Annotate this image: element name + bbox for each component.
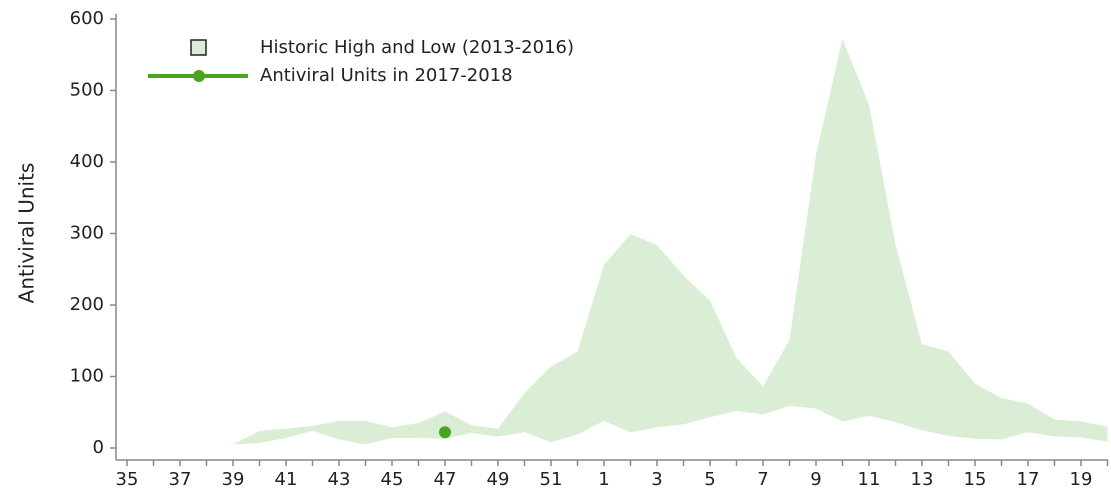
x-tick-label: 3 — [651, 469, 662, 490]
x-tick-label: 41 — [275, 469, 298, 490]
x-tick-label: 17 — [1017, 469, 1040, 490]
legend-dot — [193, 70, 205, 82]
legend-label: Historic High and Low (2013-2016) — [260, 37, 574, 58]
x-tick-label: 19 — [1070, 469, 1093, 490]
x-tick-label: 43 — [328, 469, 351, 490]
y-tick-label: 100 — [70, 366, 104, 387]
y-tick-label: 500 — [70, 80, 104, 101]
x-tick-label: 47 — [434, 469, 457, 490]
x-tick-label: 1 — [598, 469, 609, 490]
y-tick-label: 400 — [70, 151, 104, 172]
legend-swatch — [190, 39, 207, 56]
x-tick-label: 37 — [169, 469, 192, 490]
y-tick-label: 600 — [70, 8, 104, 29]
x-tick-label: 49 — [487, 469, 510, 490]
range-band — [233, 39, 1108, 445]
x-tick-label: 9 — [810, 469, 821, 490]
x-tick-label: 5 — [704, 469, 715, 490]
x-tick-label: 11 — [858, 469, 881, 490]
x-tick-label: 13 — [911, 469, 934, 490]
x-tick-label: 35 — [116, 469, 139, 490]
y-axis-label: Antiviral Units — [15, 163, 39, 304]
x-tick-label: 51 — [540, 469, 563, 490]
x-tick-label: 45 — [381, 469, 404, 490]
data-point — [439, 426, 451, 439]
y-tick-label: 300 — [70, 223, 104, 244]
x-tick-label: 15 — [964, 469, 987, 490]
legend-label: Antiviral Units in 2017-2018 — [260, 65, 513, 86]
x-tick-label: 39 — [222, 469, 245, 490]
y-tick-label: 200 — [70, 294, 104, 315]
y-tick-label: 0 — [93, 437, 104, 458]
x-tick-label: 7 — [757, 469, 768, 490]
